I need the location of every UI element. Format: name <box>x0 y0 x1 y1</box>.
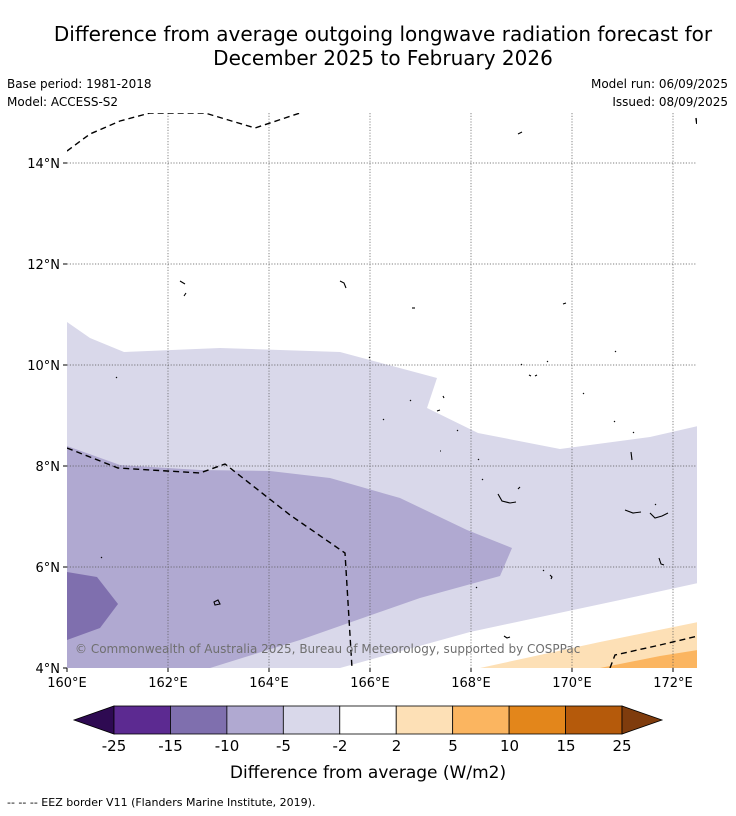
colorbar-labels: -25 -15 -10 -5 -2 2 5 10 15 25 <box>102 737 632 755</box>
band-5-to-10 <box>600 650 697 668</box>
base-period: Base period: 1981-2018 <box>7 77 152 91</box>
colorbar-label: -10 <box>215 737 240 755</box>
lon-tick-labels: 160°E 162°E 164°E 166°E 168°E 170°E 172°… <box>47 676 693 691</box>
eez-borders <box>67 113 697 668</box>
island-coastlines <box>100 131 669 639</box>
lat-tick-labels: 14°N 12°N 10°N 8°N 6°N 4°N <box>27 157 60 677</box>
lat-tick-label: 14°N <box>27 157 60 172</box>
title-line-1: Difference from average outgoing longwav… <box>53 22 713 46</box>
model-run: Model run: 06/09/2025 <box>590 77 728 91</box>
lat-tick-label: 6°N <box>36 561 61 576</box>
page-title: Difference from average outgoing longwav… <box>0 22 736 70</box>
colorbar-swatch <box>170 705 228 735</box>
map-area: © Commonwealth of Australia 2025, Bureau… <box>67 113 697 668</box>
lon-tick-label: 172°E <box>653 676 693 691</box>
lon-tick-label: 166°E <box>350 676 390 691</box>
colorbar-label: 25 <box>612 737 631 755</box>
colorbar-swatch <box>282 705 341 735</box>
eez-legend-note: -- -- -- EEZ border V11 (Flanders Marine… <box>7 796 316 809</box>
grid-lines <box>67 113 697 668</box>
colorbar <box>72 705 664 735</box>
colorbar-swatch <box>339 705 397 735</box>
band-minus15-to-minus10 <box>67 572 118 640</box>
colorbar-label: 15 <box>556 737 575 755</box>
lon-tick-label: 164°E <box>249 676 289 691</box>
model-name: Model: ACCESS-S2 <box>7 95 119 109</box>
meta-right: Model run: 06/09/2025 Issued: 08/09/2025 <box>591 75 728 111</box>
colorbar-label: 10 <box>500 737 519 755</box>
colorbar-swatch <box>113 705 171 735</box>
lat-tick-label: 10°N <box>27 359 60 374</box>
colorbar-swatch <box>508 705 566 735</box>
issued-date: Issued: 08/09/2025 <box>612 95 728 109</box>
lon-tick-label: 162°E <box>148 676 188 691</box>
band-minus10-to-minus5 <box>67 446 512 668</box>
lon-tick-label: 160°E <box>47 676 87 691</box>
colorbar-label: 5 <box>448 737 458 755</box>
lon-tick-label: 168°E <box>451 676 491 691</box>
colorbar-swatch <box>226 705 284 735</box>
colorbar-swatch <box>565 705 623 735</box>
colorbar-under-arrow <box>72 705 115 735</box>
colorbar-label: -2 <box>333 737 348 755</box>
colorbar-swatch <box>395 705 454 735</box>
band-2-to-5 <box>480 622 697 668</box>
colorbar-title: Difference from average (W/m2) <box>230 763 506 783</box>
colorbar-label: -25 <box>102 737 127 755</box>
colorbar-over-arrow <box>621 705 664 735</box>
colorbar-label: -15 <box>158 737 183 755</box>
tick-marks <box>63 162 674 672</box>
copyright-notice: © Commonwealth of Australia 2025, Bureau… <box>75 642 580 656</box>
title-line-2: December 2025 to February 2026 <box>213 46 553 70</box>
meta-left: Base period: 1981-2018 Model: ACCESS-S2 <box>7 75 152 111</box>
lon-tick-label: 170°E <box>552 676 592 691</box>
lat-tick-label: 12°N <box>27 258 60 273</box>
lat-tick-label: 8°N <box>36 460 61 475</box>
colorbar-label: -5 <box>276 737 291 755</box>
lat-tick-label: 4°N <box>36 662 61 677</box>
colorbar-swatch <box>452 705 510 735</box>
colorbar-label: 2 <box>392 737 402 755</box>
